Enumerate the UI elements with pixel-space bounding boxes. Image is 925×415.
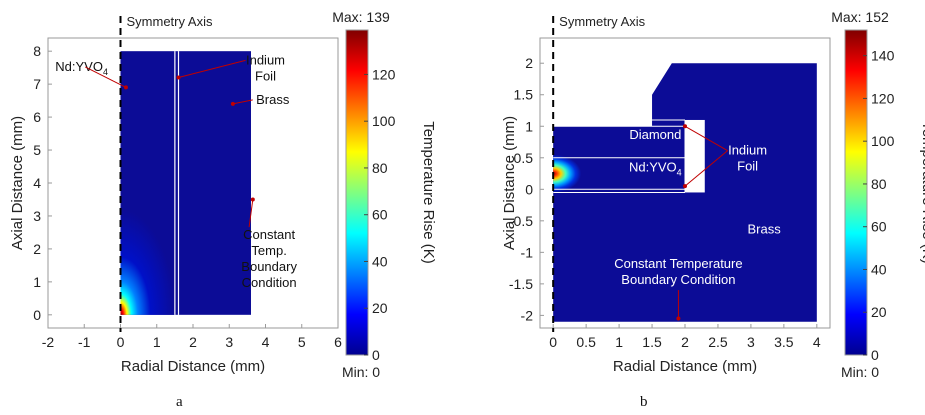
x-tick-label-a: 4 xyxy=(262,334,270,350)
x-tick-label-b: 1.5 xyxy=(642,334,662,350)
y-tick-label-b: -2 xyxy=(521,307,534,323)
colorbar-tick-label-b: 80 xyxy=(871,176,887,192)
panel-label-b: b xyxy=(640,394,648,410)
x-tick-label-b: 2.5 xyxy=(708,334,728,350)
x-tick-label-b: 0.5 xyxy=(576,334,596,350)
annotation-brass-b: Brass xyxy=(747,221,781,236)
annotation-foil-a: Indium xyxy=(246,52,285,67)
annotation-foil-b: Indium xyxy=(728,143,767,158)
x-tick-label-b: 3.5 xyxy=(774,334,794,350)
x-tick-label-a: -1 xyxy=(78,334,91,350)
y-tick-label-a: 2 xyxy=(33,241,41,257)
y-tick-label-a: 8 xyxy=(33,43,41,59)
x-tick-label-a: 6 xyxy=(334,334,342,350)
colorbar-tick-label-b: 120 xyxy=(871,90,895,106)
symmetry-axis-label-a: Symmetry Axis xyxy=(127,14,213,29)
colorbar-min-label-a: Min: 0 xyxy=(342,364,380,380)
hotspot-a xyxy=(120,209,175,315)
annotation-arrow-foil-a xyxy=(178,59,246,79)
colorbar-tick-label-a: 120 xyxy=(372,66,396,82)
x-tick-label-b: 4 xyxy=(813,334,821,350)
x-tick-label-b: 0 xyxy=(549,334,557,350)
annotation-arrow-boundary-a xyxy=(248,199,254,228)
annotation-foil-b: Foil xyxy=(737,159,758,174)
panel-label-a: a xyxy=(176,394,183,410)
colorbar-tick-label-b: 100 xyxy=(871,133,895,149)
annotation-arrowhead-boundary-a xyxy=(250,197,255,202)
annotation-boundary-a: Temp. xyxy=(251,243,286,258)
y-tick-label-a: 1 xyxy=(33,274,41,290)
annotation-brass-a: Brass xyxy=(256,92,290,107)
y-tick-label-b: 1 xyxy=(525,118,533,134)
colorbar-tick-label-a: 0 xyxy=(372,347,380,363)
x-tick-label-a: 3 xyxy=(225,334,233,350)
annotation-boundary-b: Boundary Condition xyxy=(621,272,735,287)
colorbar-b xyxy=(844,29,868,356)
annotation-diamond-b: Diamond xyxy=(629,127,681,142)
colorbar-tick-label-a: 100 xyxy=(372,113,396,129)
y-tick-label-a: 6 xyxy=(33,109,41,125)
x-tick-label-a: -2 xyxy=(42,334,55,350)
colorbar-max-label-a: Max: 139 xyxy=(332,9,390,25)
y-tick-label-b: 2 xyxy=(525,55,533,71)
y-tick-label-b: -1 xyxy=(521,244,534,260)
annotation-arrowhead-foil-b xyxy=(683,184,687,189)
y-tick-label-a: 0 xyxy=(33,307,41,323)
colorbar-tick-label-a: 60 xyxy=(372,207,388,223)
colorbar-tick-label-b: 140 xyxy=(871,48,895,64)
y-tick-label-a: 5 xyxy=(33,142,41,158)
y-tick-label-b: 0.5 xyxy=(514,150,534,166)
y-axis-label-b: Axial Distance (mm) xyxy=(501,116,518,250)
x-tick-label-a: 0 xyxy=(117,334,125,350)
annotation-arrowhead-foil-b xyxy=(683,124,687,129)
x-tick-label-b: 3 xyxy=(747,334,755,350)
colorbar-tick-label-b: 40 xyxy=(871,261,887,277)
colorbar-tick-label-b: 0 xyxy=(871,347,879,363)
annotation-arrow-brass-a xyxy=(232,99,253,105)
annotation-boundary-a: Boundary xyxy=(241,259,297,274)
y-tick-label-b: 1.5 xyxy=(514,87,534,103)
colorbar-tick-label-b: 60 xyxy=(871,219,887,235)
annotation-arrow-foil-b xyxy=(684,150,728,187)
y-tick-label-a: 4 xyxy=(33,175,41,191)
y-axis-label-a: Axial Distance (mm) xyxy=(9,116,26,250)
annotation-arrow-foil-b xyxy=(684,125,728,152)
annotation-boundary-a: Constant xyxy=(243,227,295,242)
y-tick-label-b: 0 xyxy=(525,181,533,197)
annotation-arrowhead-foil-a xyxy=(176,75,181,80)
colorbar-title-b: Temperature Rise (K) xyxy=(919,121,925,264)
colorbar-tick-label-a: 80 xyxy=(372,160,388,176)
annotation-arrowhead-brass-a xyxy=(230,101,235,106)
annotation-boundary-a: Condition xyxy=(242,275,297,290)
y-tick-label-a: 7 xyxy=(33,76,41,92)
annotation-foil-a: Foil xyxy=(255,68,276,83)
foil-gap-b xyxy=(685,119,705,193)
colorbar-tick-label-b: 20 xyxy=(871,304,887,320)
x-tick-label-b: 2 xyxy=(681,334,689,350)
colorbar-title-a: Temperature Rise (K) xyxy=(420,121,437,264)
colorbar-a xyxy=(345,29,369,356)
annotation-arrowhead-boundary-b xyxy=(676,316,681,321)
symmetry-axis-label-b: Symmetry Axis xyxy=(559,14,645,29)
hotspot-b xyxy=(553,154,610,193)
annotation-arrowhead-crystal-a xyxy=(123,85,128,90)
annotation-arrow-crystal-a xyxy=(85,66,127,88)
x-axis-label-a: Radial Distance (mm) xyxy=(121,358,265,375)
colorbar-tick-label-a: 40 xyxy=(372,253,388,269)
x-axis-label-b: Radial Distance (mm) xyxy=(613,358,757,375)
y-tick-label-b: -0.5 xyxy=(509,213,533,229)
x-tick-label-b: 1 xyxy=(615,334,623,350)
annotation-boundary-b: Constant Temperature xyxy=(614,256,742,271)
x-tick-label-a: 2 xyxy=(189,334,197,350)
x-tick-label-a: 1 xyxy=(153,334,161,350)
colorbar-max-label-b: Max: 152 xyxy=(831,9,889,25)
y-tick-label-b: -1.5 xyxy=(509,276,533,292)
annotation-crystal-b: Nd:YVO4 xyxy=(629,160,682,178)
colorbar-min-label-b: Min: 0 xyxy=(841,364,879,380)
y-tick-label-a: 3 xyxy=(33,208,41,224)
colorbar-tick-label-a: 20 xyxy=(372,300,388,316)
x-tick-label-a: 5 xyxy=(298,334,306,350)
